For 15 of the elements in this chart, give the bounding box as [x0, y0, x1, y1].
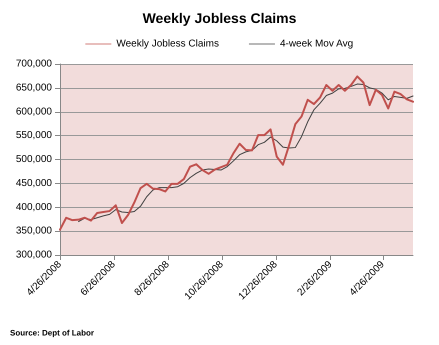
- y-tick-label: 600,000: [16, 106, 52, 118]
- y-tick-label: 450,000: [16, 178, 52, 189]
- source-note: Source: Dept of Labor: [10, 328, 94, 338]
- legend-label: Weekly Jobless Claims: [116, 38, 219, 50]
- y-tick-label: 550,000: [16, 130, 52, 142]
- y-tick-label: 400,000: [16, 202, 52, 213]
- line-series: [59, 75, 414, 231]
- y-tick-label: 300,000: [16, 250, 52, 260]
- y-tick-label: 500,000: [16, 154, 52, 165]
- legend-label: 4-week Mov Avg: [280, 38, 354, 50]
- line-series: [78, 84, 414, 222]
- y-tick-label: 700,000: [16, 58, 52, 70]
- y-tick-label: 350,000: [16, 226, 52, 237]
- chart-title: Weekly Jobless Claims: [142, 10, 297, 26]
- y-tick-label: 650,000: [16, 82, 52, 94]
